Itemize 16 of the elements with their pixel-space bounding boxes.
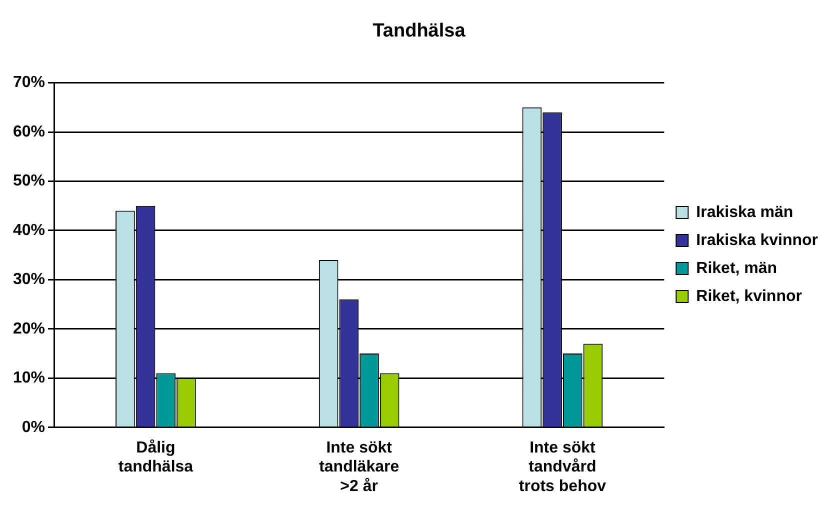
y-tick-label: 0%	[22, 418, 46, 436]
y-tick-label: 60%	[12, 123, 46, 140]
x-tick-label: Dålig tandhälsa	[118, 438, 194, 476]
y-tick-label: 30%	[12, 271, 46, 288]
legend-label: Irakiska kvinnor	[696, 232, 818, 249]
y-tick-label: 40%	[12, 222, 46, 239]
x-tick-label: Inte sökt tandläkare >2 år	[319, 439, 400, 495]
legend-label: Riket, kvinnor	[696, 288, 802, 305]
legend-label: Riket, män	[696, 260, 778, 277]
y-tick-label: 70%	[12, 74, 46, 92]
chart-title: Tandhälsa	[372, 20, 466, 42]
y-tick-label: 20%	[12, 320, 46, 338]
y-tick-label: 50%	[12, 172, 46, 190]
legend-label: Irakiska män	[696, 204, 794, 221]
y-tick-label: 10%	[12, 370, 46, 387]
x-tick-label: Inte sökt tandvård trots behov	[518, 439, 606, 495]
